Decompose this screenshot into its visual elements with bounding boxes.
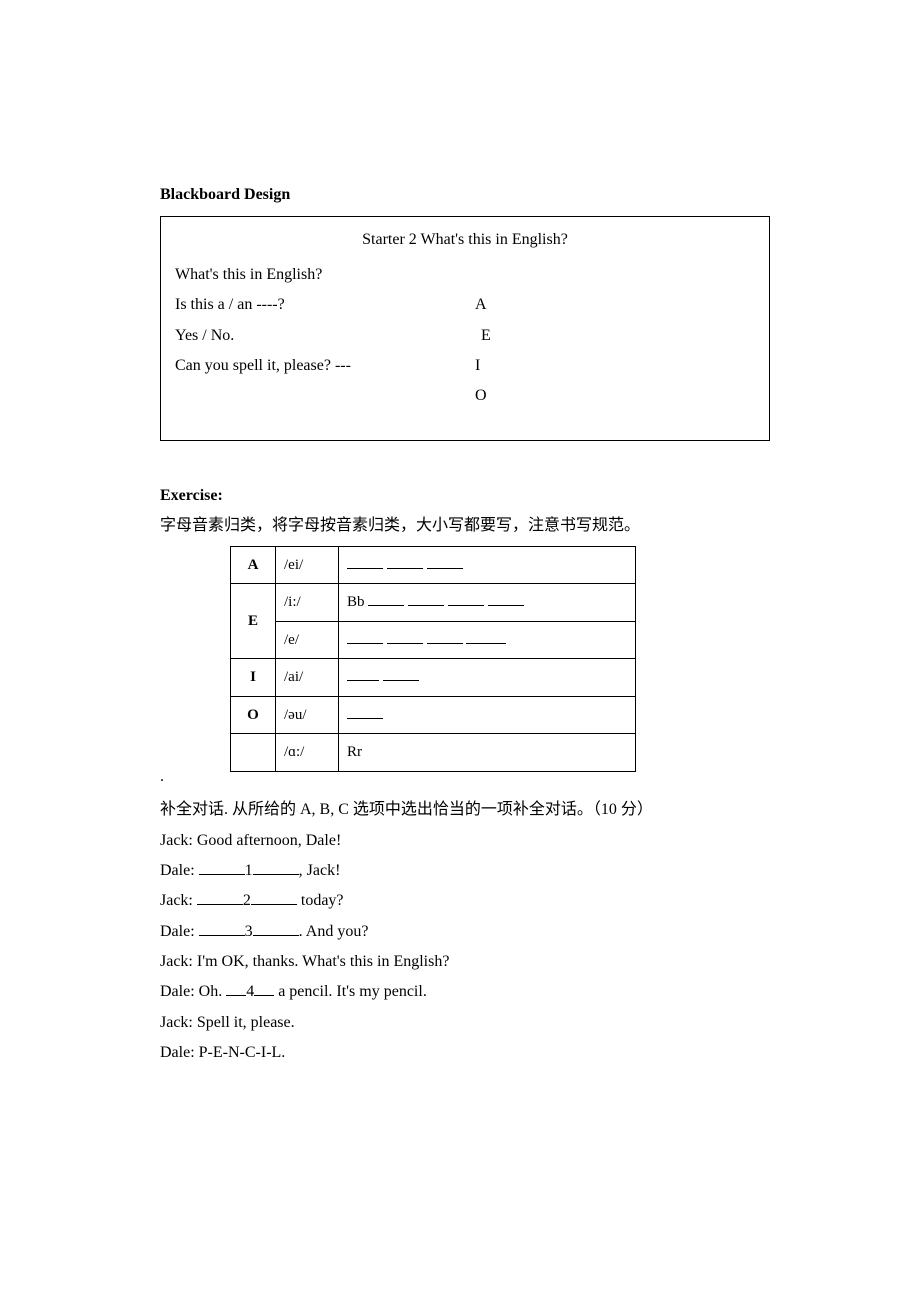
fill-blank xyxy=(251,890,297,905)
dialogue-line: Jack: Good afternoon, Dale! xyxy=(160,826,770,856)
table-row: E /i:/ Bb xyxy=(231,584,636,622)
bb-right-2: E xyxy=(475,321,491,351)
bb-right-1: A xyxy=(475,290,487,320)
worksheet-page: Blackboard Design Starter 2 What's this … xyxy=(0,0,920,1169)
cell-blanks xyxy=(339,621,636,659)
table-row: /ɑ:/ Rr xyxy=(231,734,636,772)
cell-prefix: Bb xyxy=(347,594,365,610)
cell-sound: /i:/ xyxy=(276,584,339,622)
blackboard-title: Starter 2 What's this in English? xyxy=(175,225,755,255)
fill-blank xyxy=(199,860,245,875)
cell-letter xyxy=(231,734,276,772)
table-row: I /ai/ xyxy=(231,659,636,697)
dialogue-line: Jack: I'm OK, thanks. What's this in Eng… xyxy=(160,947,770,977)
dialogue-instruction: 补全对话. 从所给的 A, B, C 选项中选出恰当的一项补全对话。（10 分） xyxy=(160,795,770,825)
cell-blanks: Bb xyxy=(339,584,636,622)
cell-letter: E xyxy=(231,584,276,659)
fill-blank xyxy=(226,981,246,996)
cell-blanks xyxy=(339,659,636,697)
blackboard-heading: Blackboard Design xyxy=(160,180,770,210)
fill-blank xyxy=(253,920,299,935)
cell-blanks xyxy=(339,696,636,734)
fill-blank xyxy=(254,981,274,996)
cell-prefix: Rr xyxy=(347,744,362,760)
bb-left-4 xyxy=(175,381,475,411)
dialogue-lines: Jack: Good afternoon, Dale!Dale: 1, Jack… xyxy=(160,826,770,1069)
cell-blanks xyxy=(339,546,636,584)
table-row: O /əu/ xyxy=(231,696,636,734)
dialogue-line: Jack: 2 today? xyxy=(160,886,770,916)
dialogue-line: Dale: P-E-N-C-I-L. xyxy=(160,1038,770,1068)
fill-blank xyxy=(199,920,245,935)
bb-left-1: Is this a / an ----? xyxy=(175,290,475,320)
bb-right-3: I xyxy=(475,351,480,381)
dialogue-line: Dale: 1, Jack! xyxy=(160,856,770,886)
cell-sound: /ɑ:/ xyxy=(276,734,339,772)
cell-blanks: Rr xyxy=(339,734,636,772)
bb-right-4: O xyxy=(475,381,487,411)
fill-blank xyxy=(253,860,299,875)
dialogue-line: Jack: Spell it, please. xyxy=(160,1008,770,1038)
dialogue-line: Dale: 3. And you? xyxy=(160,917,770,947)
bb-left-2: Yes / No. xyxy=(175,321,475,351)
table-row: A /ei/ xyxy=(231,546,636,584)
cell-sound: /əu/ xyxy=(276,696,339,734)
blackboard-box: Starter 2 What's this in English? What's… xyxy=(160,216,770,440)
exercise-instruction: 字母音素归类，将字母按音素归类，大小写都要写，注意书写规范。 xyxy=(160,511,770,541)
cell-letter: I xyxy=(231,659,276,697)
dialogue-line: Dale: Oh. 4 a pencil. It's my pencil. xyxy=(160,977,770,1007)
cell-sound: /ei/ xyxy=(276,546,339,584)
exercise-heading: Exercise: xyxy=(160,481,770,511)
bb-left-3: Can you spell it, please? --- xyxy=(175,351,475,381)
fill-blank xyxy=(197,890,243,905)
bb-left-0: What's this in English? xyxy=(175,260,475,290)
stray-dot: . xyxy=(160,772,770,782)
table-row: /e/ xyxy=(231,621,636,659)
phoneme-table: A /ei/ E /i:/ Bb /e/ I /ai/ O /əu/ /ɑ:/ xyxy=(230,546,636,772)
cell-sound: /ai/ xyxy=(276,659,339,697)
cell-sound: /e/ xyxy=(276,621,339,659)
cell-letter: A xyxy=(231,546,276,584)
cell-letter: O xyxy=(231,696,276,734)
